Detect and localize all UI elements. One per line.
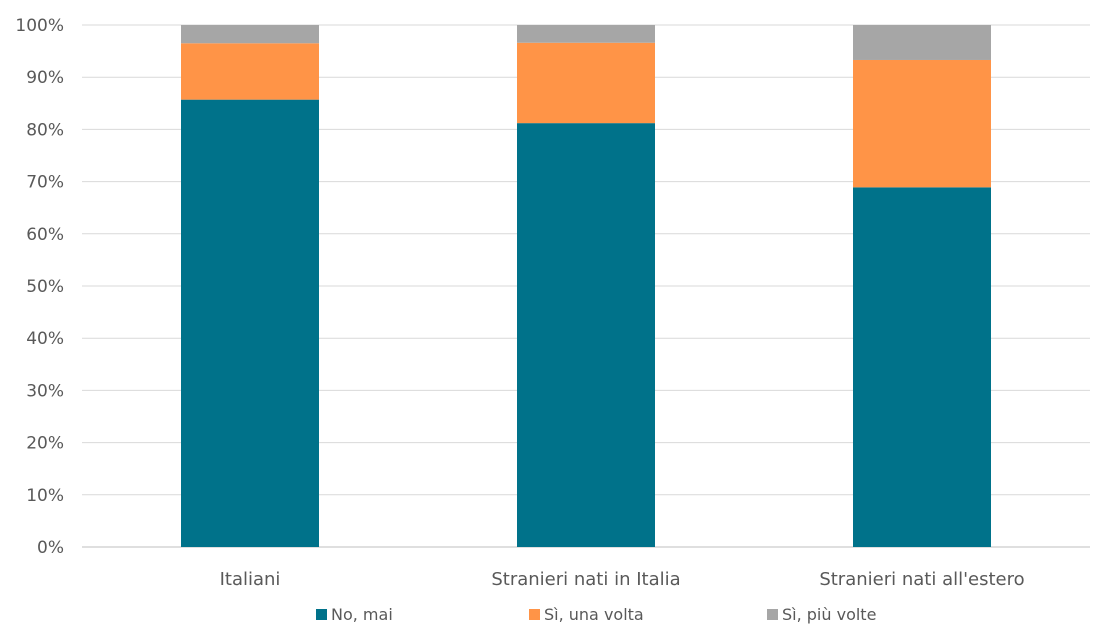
y-tick-label: 60%: [26, 225, 64, 245]
x-tick-label: Stranieri nati all'estero: [819, 569, 1024, 590]
x-tick-label: Italiani: [220, 569, 281, 590]
legend: No, mai Sì, una volta Sì, più volte: [316, 605, 876, 624]
y-tick-label: 20%: [26, 434, 64, 454]
legend-label: No, mai: [331, 605, 393, 624]
y-tick-label: 80%: [26, 120, 64, 140]
bar-segment: [181, 43, 319, 100]
bars: [181, 25, 991, 548]
legend-label: Sì, più volte: [782, 605, 876, 624]
bar-segment: [181, 25, 319, 44]
y-tick-label: 50%: [26, 277, 64, 297]
bar-segment: [853, 187, 991, 548]
bar-segment: [517, 25, 655, 43]
y-tick-label: 0%: [37, 538, 64, 558]
legend-label: Sì, una volta: [544, 605, 644, 624]
y-tick-label: 10%: [26, 486, 64, 506]
bar-segment: [517, 123, 655, 548]
x-axis: Italiani Stranieri nati in Italia Stranier…: [220, 569, 1025, 590]
y-axis: 0% 10% 20% 30% 40% 50% 60% 70% 80% 90% 100%: [15, 16, 64, 558]
y-tick-label: 40%: [26, 329, 64, 349]
bar-segment: [181, 99, 319, 548]
legend-swatch: [767, 609, 778, 620]
x-tick-label: Stranieri nati in Italia: [491, 569, 680, 590]
bar-segment: [853, 59, 991, 188]
y-tick-label: 100%: [15, 16, 64, 36]
legend-swatch: [316, 609, 327, 620]
y-tick-label: 30%: [26, 381, 64, 401]
bar-segment: [853, 25, 991, 60]
bar-segment: [517, 42, 655, 124]
y-tick-label: 70%: [26, 173, 64, 193]
y-tick-label: 90%: [26, 68, 64, 88]
legend-swatch: [529, 609, 540, 620]
